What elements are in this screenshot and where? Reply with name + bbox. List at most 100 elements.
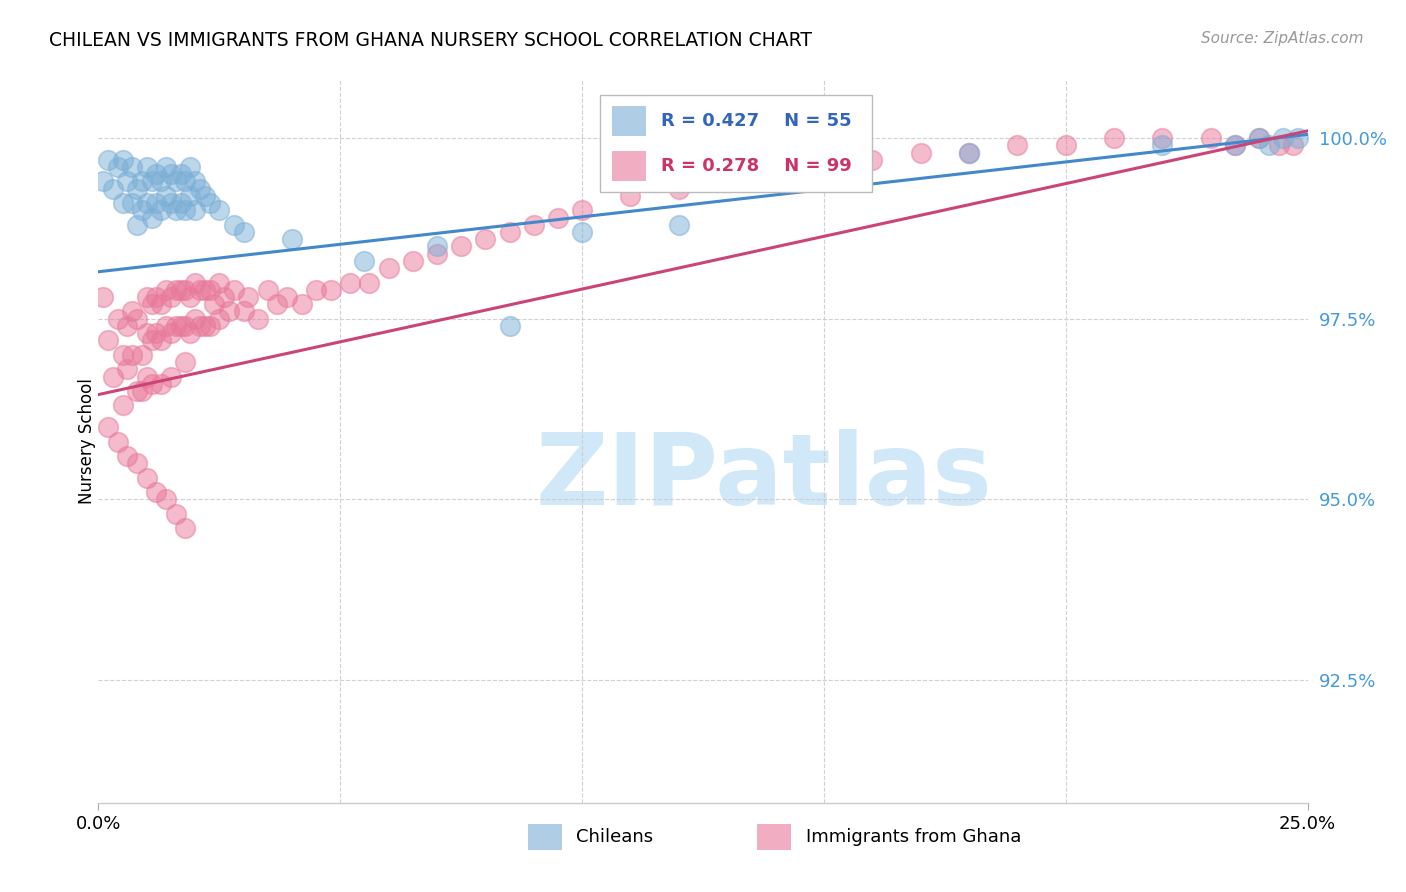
Point <box>127 456 149 470</box>
Point <box>1223 138 1246 153</box>
Point <box>222 218 245 232</box>
Point <box>160 167 183 181</box>
Point <box>1257 138 1279 153</box>
Point <box>353 253 375 268</box>
Point <box>107 434 129 449</box>
Point <box>319 283 342 297</box>
Point <box>174 203 197 218</box>
Point <box>145 326 167 340</box>
Point <box>127 384 149 398</box>
Point <box>160 196 183 211</box>
Point <box>198 318 221 333</box>
Point <box>121 304 143 318</box>
Point <box>150 174 173 188</box>
Point <box>194 318 217 333</box>
FancyBboxPatch shape <box>613 151 647 181</box>
Point <box>204 297 226 311</box>
Point <box>1249 131 1271 145</box>
Point <box>131 203 153 218</box>
Point <box>91 174 114 188</box>
Point <box>155 189 177 203</box>
Point <box>141 174 163 188</box>
Point <box>165 283 187 297</box>
Point <box>135 160 157 174</box>
Point <box>619 189 641 203</box>
Point <box>141 376 163 391</box>
Point <box>179 160 201 174</box>
Point <box>208 203 231 218</box>
Point <box>121 160 143 174</box>
Point <box>305 283 328 297</box>
Point <box>1282 138 1305 153</box>
Point <box>547 211 569 225</box>
Point <box>121 348 143 362</box>
Point <box>179 326 201 340</box>
Point <box>169 283 191 297</box>
Point <box>91 290 114 304</box>
Point <box>174 174 197 188</box>
Point <box>179 290 201 304</box>
Point <box>232 304 254 318</box>
Point <box>290 297 312 311</box>
Text: R = 0.427    N = 55: R = 0.427 N = 55 <box>661 112 851 129</box>
Point <box>668 181 690 195</box>
Point <box>127 181 149 195</box>
Point <box>1249 131 1271 145</box>
Point <box>131 348 153 362</box>
Point <box>1152 131 1174 145</box>
Point <box>426 239 449 253</box>
Point <box>165 203 187 218</box>
Text: Source: ZipAtlas.com: Source: ZipAtlas.com <box>1201 31 1364 46</box>
Text: Chileans: Chileans <box>576 829 654 847</box>
Point <box>402 253 425 268</box>
Point <box>160 326 183 340</box>
Point <box>179 189 201 203</box>
Text: ZIPatlas: ZIPatlas <box>536 429 991 526</box>
Point <box>169 196 191 211</box>
Point <box>498 225 520 239</box>
Point <box>141 334 163 348</box>
Point <box>450 239 472 253</box>
Point <box>266 297 288 311</box>
Point <box>184 174 207 188</box>
Point <box>97 420 120 434</box>
Point <box>281 232 304 246</box>
Point <box>169 318 191 333</box>
Point <box>131 174 153 188</box>
Point <box>174 283 197 297</box>
Point <box>174 355 197 369</box>
Point <box>813 174 835 188</box>
Text: R = 0.278    N = 99: R = 0.278 N = 99 <box>661 157 852 175</box>
Point <box>145 485 167 500</box>
Point <box>101 181 124 195</box>
Point <box>97 334 120 348</box>
Point <box>212 290 235 304</box>
Point <box>111 153 134 167</box>
Point <box>111 398 134 412</box>
Point <box>127 311 149 326</box>
Point <box>910 145 932 160</box>
FancyBboxPatch shape <box>527 824 561 850</box>
Point <box>117 362 139 376</box>
Point <box>174 318 197 333</box>
Point <box>238 290 260 304</box>
Point <box>117 318 139 333</box>
Point <box>668 218 690 232</box>
Point <box>1267 138 1289 153</box>
Point <box>1223 138 1246 153</box>
Point <box>165 507 187 521</box>
Point <box>1272 131 1295 145</box>
Point <box>1199 131 1222 145</box>
Point <box>150 376 173 391</box>
Point <box>150 203 173 218</box>
Point <box>145 167 167 181</box>
Point <box>111 348 134 362</box>
Point <box>117 449 139 463</box>
Point <box>716 174 738 188</box>
Point <box>155 492 177 507</box>
Point <box>1152 138 1174 153</box>
Point <box>174 521 197 535</box>
Point <box>523 218 546 232</box>
Text: CHILEAN VS IMMIGRANTS FROM GHANA NURSERY SCHOOL CORRELATION CHART: CHILEAN VS IMMIGRANTS FROM GHANA NURSERY… <box>49 31 813 50</box>
Point <box>145 290 167 304</box>
